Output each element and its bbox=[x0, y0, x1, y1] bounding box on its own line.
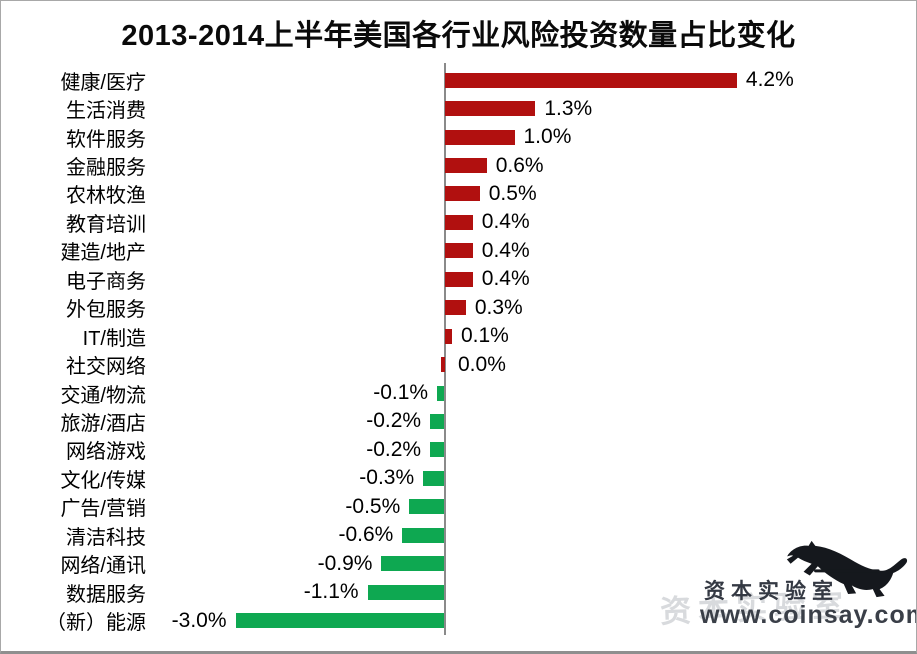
watermark-brand-text: 资本实验室 bbox=[704, 580, 839, 603]
chart-row: 软件服务 1.0% bbox=[1, 123, 916, 151]
bar-positive bbox=[445, 186, 480, 202]
category-label: 交通/物流 bbox=[60, 384, 146, 407]
value-label: 1.3% bbox=[544, 96, 593, 120]
category-label: 文化/传媒 bbox=[60, 469, 146, 492]
bar-negative bbox=[430, 413, 444, 429]
category-label: 清洁科技 bbox=[66, 526, 146, 549]
bar-positive bbox=[445, 101, 536, 117]
category-label: 金融服务 bbox=[66, 157, 146, 180]
value-label: 0.3% bbox=[474, 295, 523, 319]
value-label: -0.5% bbox=[345, 494, 401, 518]
chart-row: 广告/营销 -0.5% bbox=[1, 493, 916, 521]
bar-positive bbox=[445, 243, 473, 259]
chart-row: 农林牧渔 0.5% bbox=[1, 180, 916, 208]
value-label: 0.6% bbox=[495, 153, 544, 177]
chart-row: 健康/医疗 4.2% bbox=[1, 66, 916, 94]
bar-negative bbox=[430, 442, 444, 458]
value-label: 0.1% bbox=[460, 324, 509, 348]
value-label: -0.2% bbox=[366, 437, 422, 461]
category-label: 外包服务 bbox=[66, 299, 146, 322]
chart-row: 旅游/酒店 -0.2% bbox=[1, 407, 916, 435]
bar-negative bbox=[235, 613, 444, 629]
value-label: 0.0% bbox=[458, 352, 506, 376]
category-label: 旅游/酒店 bbox=[60, 412, 146, 435]
value-label: 0.4% bbox=[481, 267, 530, 291]
chart-row: 社交网络 0.0% bbox=[1, 350, 916, 379]
category-label: IT/制造 bbox=[82, 327, 146, 350]
chart-row: 电子商务 0.4% bbox=[1, 265, 916, 293]
chart-title: 2013-2014上半年美国各行业风险投资数量占比变化 bbox=[121, 20, 796, 52]
bar-negative bbox=[367, 584, 444, 600]
value-label: -3.0% bbox=[171, 608, 227, 632]
leaping-panther-icon bbox=[786, 540, 908, 598]
category-label: 农林牧渔 bbox=[66, 185, 146, 208]
bar-positive bbox=[445, 214, 473, 230]
category-label: （新）能源 bbox=[46, 612, 146, 635]
category-label: 建造/地产 bbox=[60, 242, 146, 265]
chart-row: 教育培训 0.4% bbox=[1, 208, 916, 236]
bar-negative bbox=[409, 499, 444, 515]
category-label: 网络游戏 bbox=[66, 441, 146, 464]
value-label: -0.6% bbox=[338, 523, 394, 547]
bar-negative bbox=[437, 385, 444, 401]
bar-positive bbox=[445, 72, 737, 88]
value-label: -1.1% bbox=[303, 580, 359, 604]
value-label: 4.2% bbox=[745, 68, 794, 92]
chart-row: 文化/传媒 -0.3% bbox=[1, 464, 916, 492]
chart-row: 数据服务 -1.1% bbox=[1, 578, 916, 606]
bar-negative bbox=[402, 527, 444, 543]
value-label: -0.3% bbox=[359, 466, 415, 490]
bar-positive bbox=[445, 158, 487, 174]
chart-row: 金融服务 0.6% bbox=[1, 151, 916, 180]
category-label: 电子商务 bbox=[66, 270, 146, 293]
value-label: 0.4% bbox=[481, 238, 530, 262]
category-label: 生活消费 bbox=[66, 100, 146, 123]
category-label: 数据服务 bbox=[66, 583, 146, 606]
category-label: 健康/医疗 bbox=[60, 71, 146, 94]
bar-negative bbox=[381, 556, 444, 572]
category-label: 网络/通讯 bbox=[60, 555, 146, 578]
chart-row: 网络游戏 -0.2% bbox=[1, 436, 916, 464]
chart-row: 外包服务 0.3% bbox=[1, 294, 916, 322]
chart-rows: 健康/医疗 4.2% 生活消费 1.3% 软件服务 1.0% 金融服务 0.6% 农林牧渔 0.5… bbox=[1, 66, 916, 635]
value-label: -0.9% bbox=[317, 551, 373, 575]
value-label: 0.4% bbox=[481, 210, 530, 234]
chart-row: 建造/地产 0.4% bbox=[1, 237, 916, 265]
bar-positive bbox=[445, 328, 452, 344]
value-label: 1.0% bbox=[523, 125, 572, 149]
chart-row: （新）能源 -3.0% bbox=[1, 606, 916, 634]
bar-positive bbox=[445, 129, 515, 145]
bar-negative bbox=[423, 470, 444, 486]
bar-positive bbox=[445, 300, 466, 316]
watermark: 资本实验室 资本实验室 www.coinsay.com bbox=[654, 515, 916, 643]
chart-row: 生活消费 1.3% bbox=[1, 94, 916, 123]
value-label: -0.2% bbox=[366, 409, 422, 433]
value-label: 0.5% bbox=[488, 181, 537, 205]
zero-axis-line bbox=[444, 63, 446, 635]
category-label: 广告/营销 bbox=[60, 498, 146, 521]
bar-chart: 健康/医疗 4.2% 生活消费 1.3% 软件服务 1.0% 金融服务 0.6% 农林牧渔 0.5… bbox=[1, 63, 916, 635]
value-label: -0.1% bbox=[373, 381, 429, 405]
chart-row: IT/制造 0.1% bbox=[1, 322, 916, 350]
category-label: 教育培训 bbox=[66, 213, 146, 236]
chart-row: 清洁科技 -0.6% bbox=[1, 521, 916, 549]
category-label: 软件服务 bbox=[66, 128, 146, 151]
watermark-url-text: www.coinsay.com bbox=[700, 601, 917, 629]
bar-positive bbox=[445, 271, 473, 287]
bar-positive bbox=[441, 357, 445, 373]
chart-row: 交通/物流 -0.1% bbox=[1, 379, 916, 407]
chart-row: 网络/通讯 -0.9% bbox=[1, 549, 916, 577]
category-label: 社交网络 bbox=[66, 356, 146, 379]
